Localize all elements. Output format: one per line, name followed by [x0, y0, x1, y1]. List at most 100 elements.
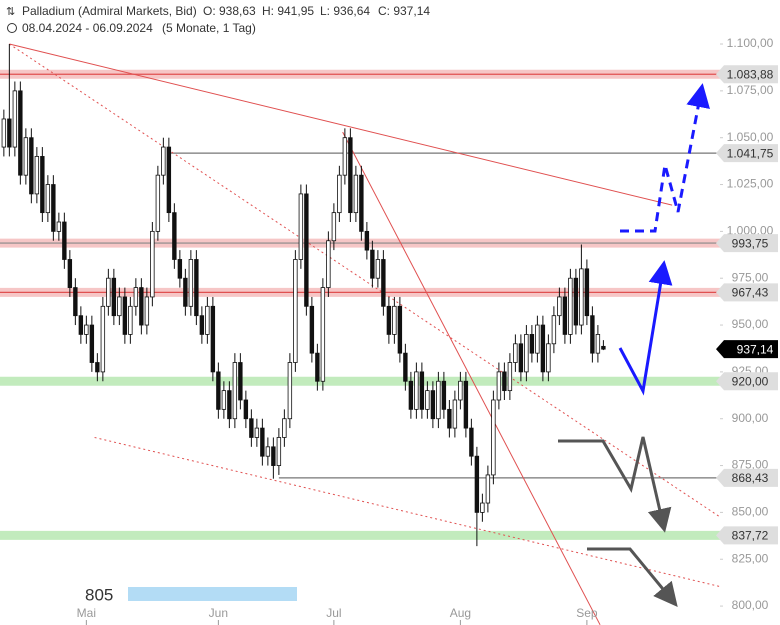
candle-body [62, 221, 67, 260]
candle-body [282, 418, 287, 438]
candle-body [188, 259, 194, 307]
symbol: Palladium (Admiral Markets, Bid) [22, 4, 197, 18]
candle-body [326, 240, 331, 288]
candle-body [584, 268, 590, 317]
y-tick-label: 825,00 [732, 551, 769, 565]
candle-body [529, 334, 535, 354]
y-tick-label: 1.050,00 [727, 130, 774, 144]
candle-body [221, 390, 227, 410]
candle-body [419, 371, 425, 410]
candle-body [298, 193, 304, 260]
candle-body [375, 259, 381, 279]
candle-body [546, 343, 551, 373]
level-tag [716, 283, 778, 302]
x-tick-label: Aug [450, 606, 471, 620]
level-label: 993,75 [732, 236, 769, 250]
candle-body [403, 352, 408, 382]
candle-body [7, 118, 12, 148]
last-price-tag [716, 340, 778, 359]
clock-icon [7, 23, 17, 33]
candle-body [67, 259, 73, 288]
volume-bar [128, 587, 297, 601]
candle-body [133, 287, 139, 307]
candle-body [172, 212, 177, 260]
span: (5 Monate, 1 Tag) [162, 21, 256, 35]
axes: 1.100,00 1.075,00 1.050,00 1.025,00 1.000,00… [77, 36, 780, 625]
candle-body [84, 324, 89, 335]
y-tick-label: 1.075,00 [727, 83, 774, 97]
open: O: 938,63 [203, 4, 256, 18]
candle-body [243, 399, 249, 420]
candle-body [177, 259, 183, 279]
candle-body [95, 362, 100, 373]
arrow-gray [558, 436, 672, 533]
candle-body [342, 137, 348, 176]
candle-body [573, 277, 579, 326]
trendline [342, 131, 601, 625]
candle-body [56, 221, 62, 232]
trendline [9, 43, 673, 206]
candle-body [166, 146, 172, 214]
candle-body [524, 334, 529, 373]
candle-body [1, 118, 7, 148]
candle-body [161, 146, 166, 176]
candle-body [601, 345, 606, 350]
candle-body [249, 418, 254, 438]
candle-body [260, 427, 265, 457]
arrow-blue-dashed [620, 83, 710, 233]
candle-body [513, 343, 518, 363]
candle-body [337, 174, 342, 214]
candle-body [205, 305, 210, 335]
candle-body [595, 334, 601, 354]
candle-body [73, 287, 78, 317]
candle-body [12, 90, 18, 148]
candles [1, 44, 606, 547]
arrow-gray [587, 547, 678, 607]
level-label: 837,72 [732, 529, 769, 543]
candle-body [491, 399, 496, 476]
level-tag [716, 144, 778, 163]
candle-body [408, 380, 414, 410]
date-range: 08.04.2024 - 06.09.2024 [22, 21, 153, 35]
candle-body [18, 90, 23, 176]
candle-body [238, 362, 243, 401]
candle-body [480, 502, 485, 513]
level-label: 1.083,88 [727, 67, 774, 81]
candle-body [194, 259, 199, 317]
x-tick-label: Jul [326, 606, 341, 620]
candle-body [304, 193, 309, 307]
candle-body [348, 137, 353, 214]
candle-body [232, 362, 238, 420]
candle-body [117, 296, 122, 317]
candle-body [551, 315, 557, 345]
candle-body [216, 371, 221, 410]
candle-body [139, 287, 144, 326]
candle-body [155, 174, 161, 232]
candle-body [315, 352, 320, 382]
levels [0, 69, 720, 540]
volume-label: 805 [85, 585, 113, 604]
candle-body [111, 277, 117, 317]
candle-body [458, 380, 463, 401]
candle-body [210, 305, 216, 373]
trendline [94, 436, 720, 588]
candle-body [320, 287, 326, 382]
candle-body [45, 184, 51, 214]
low: L: 936,64 [320, 4, 370, 18]
candle-body [397, 305, 403, 354]
close: C: 937,14 [378, 4, 430, 18]
candle-body [463, 380, 469, 429]
candle-body [590, 315, 595, 354]
candle-body [89, 324, 95, 363]
candle-body [425, 390, 430, 410]
y-tick-label: 1.025,00 [727, 177, 774, 191]
y-tick-label: 950,00 [732, 317, 769, 331]
level-label: 1.041,75 [727, 146, 774, 160]
candle-body [122, 296, 128, 335]
candle-body [100, 305, 106, 373]
level-label: 868,43 [732, 471, 769, 485]
candle-body [331, 212, 337, 242]
x-tick-label: Jun [209, 606, 228, 620]
candle-body [568, 277, 573, 335]
candle-body [386, 305, 392, 335]
